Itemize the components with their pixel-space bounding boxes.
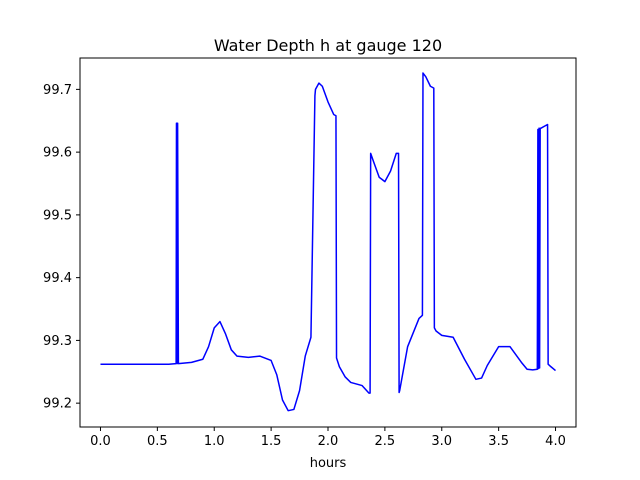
series-layer (100, 72, 556, 412)
x-tick-label: 1.0 (204, 434, 225, 449)
x-tick-label: 0.5 (147, 434, 168, 449)
y-tick-label: 99.5 (43, 208, 72, 223)
y-tick-label: 99.2 (43, 397, 72, 412)
y-tick-label: 99.4 (43, 271, 72, 286)
x-axis: 0.0 0.5 1.0 1.5 2.0 2.5 3.0 3.5 4.0 (90, 427, 566, 449)
x-tick-label: 4.0 (545, 434, 566, 449)
y-tick-label: 99.7 (43, 83, 72, 98)
x-tick-label: 3.5 (488, 434, 509, 449)
x-tick-label: 3.0 (431, 434, 452, 449)
y-tick-label: 99.3 (43, 334, 72, 349)
x-tick-label: 2.5 (375, 434, 396, 449)
y-axis: 99.2 99.3 99.4 99.5 99.6 99.7 (43, 83, 80, 412)
x-axis-label: hours (310, 456, 347, 471)
y-tick-label: 99.6 (43, 146, 72, 161)
series-line-0 (100, 72, 556, 412)
x-tick-label: 1.5 (261, 434, 282, 449)
x-tick-label: 2.0 (318, 434, 339, 449)
chart-title: Water Depth h at gauge 120 (214, 36, 442, 55)
x-tick-label: 0.0 (90, 434, 111, 449)
